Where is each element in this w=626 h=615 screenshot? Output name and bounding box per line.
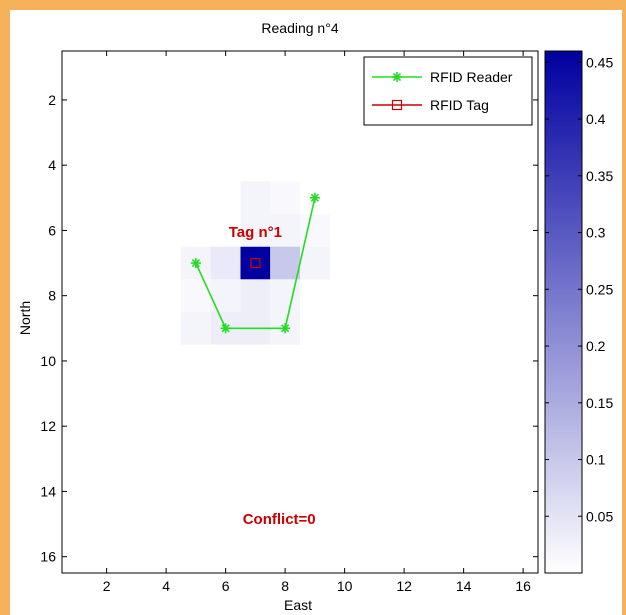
asterisk-stroke bbox=[310, 193, 319, 202]
y-tick-label: 16 bbox=[40, 549, 56, 565]
heatmap-cell bbox=[270, 246, 300, 280]
legend: RFID Reader RFID Tag bbox=[363, 56, 533, 126]
annotation-label: Tag n°1 bbox=[229, 224, 282, 241]
colorbar: 0.05 0.1 0.15 0.2 0.25 0.3 0.35 0.4 0.45 bbox=[544, 50, 613, 574]
reader-point bbox=[280, 323, 291, 334]
heatmap-cell bbox=[240, 246, 271, 280]
asterisk-stroke bbox=[392, 72, 402, 82]
legend-entry: RFID Reader bbox=[430, 69, 513, 85]
x-tick-label: 10 bbox=[337, 578, 353, 594]
y-tick-label: 4 bbox=[48, 157, 56, 173]
x-tick-label: 2 bbox=[103, 578, 111, 594]
x-axis-label: East bbox=[284, 597, 312, 613]
heatmap-cell bbox=[181, 312, 211, 345]
y-tick-label: 2 bbox=[48, 92, 56, 108]
reader-path-line bbox=[195, 197, 316, 330]
heatmap-cells bbox=[181, 181, 330, 345]
legend-marker bbox=[392, 72, 402, 82]
annotation-label: Conflict=0 bbox=[243, 511, 316, 528]
heatmap-cell bbox=[270, 214, 300, 247]
axes: 2 4 6 8 10 12 14 16 2 4 6 8 10 12 14 16 bbox=[40, 50, 539, 594]
x-tick-label: 6 bbox=[222, 578, 230, 594]
colorbar-tick-label: 0.4 bbox=[586, 111, 606, 127]
colorbar-tick-label: 0.2 bbox=[586, 338, 606, 354]
series-layer bbox=[190, 192, 320, 334]
heatmap-cell bbox=[240, 214, 271, 247]
legend-marker bbox=[391, 99, 403, 111]
y-tick-label: 10 bbox=[40, 353, 56, 369]
tag-point bbox=[250, 257, 261, 269]
x-tick-label: 12 bbox=[396, 578, 412, 594]
x-tick-label: 16 bbox=[515, 578, 531, 594]
chart-title: Reading n°4 bbox=[261, 20, 338, 36]
colorbar-tick-label: 0.35 bbox=[586, 168, 613, 184]
plot-frame bbox=[61, 50, 539, 574]
figure-canvas: Reading n°4 Tag n°1 Conflict=0 2 4 6 8 10 12 14… bbox=[10, 10, 622, 615]
heatmap-cell bbox=[240, 181, 271, 215]
heatmap-cell bbox=[210, 246, 241, 280]
y-tick-label: 8 bbox=[48, 288, 56, 304]
heatmap-cell bbox=[270, 181, 300, 215]
y-tick-label: 6 bbox=[48, 222, 56, 238]
colorbar-tick-label: 0.05 bbox=[586, 508, 613, 524]
annotations: Tag n°1 Conflict=0 bbox=[229, 224, 316, 528]
colorbar-tick-label: 0.15 bbox=[586, 395, 613, 411]
colorbar-tick-label: 0.1 bbox=[586, 452, 606, 468]
reader-point bbox=[309, 192, 320, 203]
asterisk-stroke bbox=[221, 324, 230, 333]
legend-entry: RFID Tag bbox=[430, 97, 489, 113]
colorbar-tick-label: 0.25 bbox=[586, 281, 613, 297]
x-tick-label: 4 bbox=[162, 578, 170, 594]
colorbar-tick-label: 0.3 bbox=[586, 225, 606, 241]
reader-point bbox=[190, 258, 201, 269]
x-tick-label: 8 bbox=[281, 578, 289, 594]
x-tick-label: 14 bbox=[456, 578, 472, 594]
asterisk-stroke bbox=[191, 258, 200, 268]
reader-point bbox=[220, 323, 231, 334]
colorbar-tick-label: 0.45 bbox=[586, 54, 613, 70]
asterisk-stroke bbox=[281, 324, 290, 333]
y-axis-label: North bbox=[17, 301, 33, 335]
y-tick-label: 14 bbox=[40, 483, 56, 499]
y-tick-label: 12 bbox=[40, 418, 56, 434]
heatmap-cell bbox=[240, 279, 271, 312]
colorbar-bar bbox=[544, 50, 583, 574]
heatmap-cell bbox=[300, 246, 330, 280]
legend-box bbox=[363, 56, 533, 126]
heatmap-chart: Reading n°4 Tag n°1 Conflict=0 2 4 6 8 10 12 14… bbox=[17, 20, 613, 613]
